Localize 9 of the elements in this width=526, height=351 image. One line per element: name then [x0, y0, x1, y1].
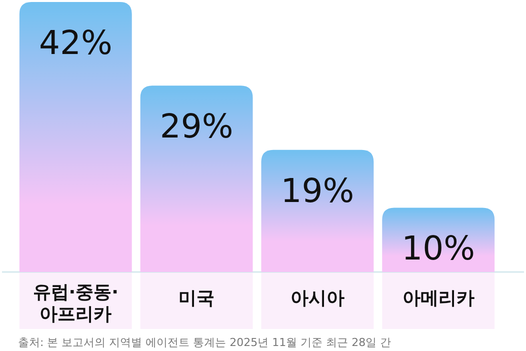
- data-label: 42%: [38, 23, 112, 62]
- data-label: 29%: [160, 106, 234, 146]
- x-tick-label: 미국: [178, 288, 215, 309]
- source-note: 출처: 본 보고서의 지역별 에이전트 통계는 2025년 11월 기준 최근 28일 간: [18, 336, 392, 349]
- x-tick-label: 아시아: [290, 288, 344, 309]
- x-tick-label: 아메리카: [402, 288, 474, 309]
- data-label: 10%: [402, 228, 476, 268]
- x-tick-label: 유럽·중동·아프리카: [32, 282, 118, 325]
- data-label: 19%: [280, 170, 354, 210]
